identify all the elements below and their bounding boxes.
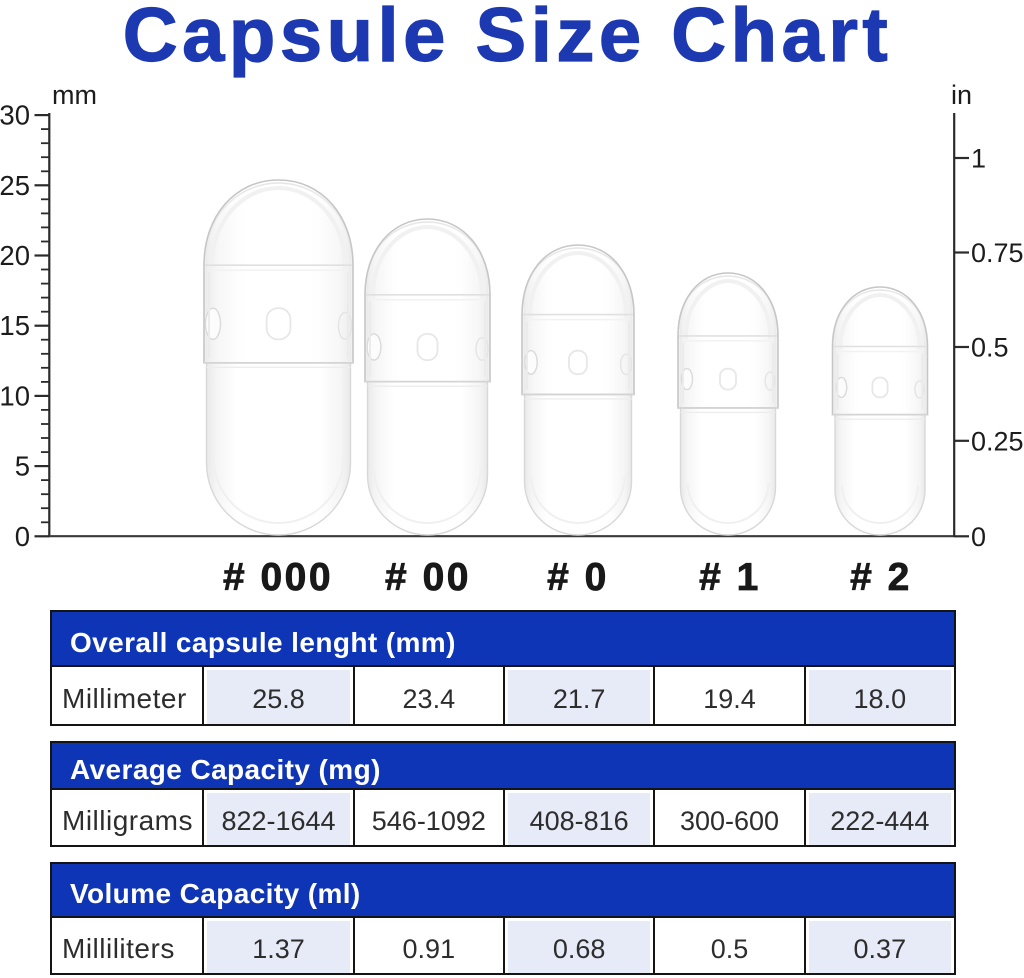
svg-text:0: 0 [15,521,30,552]
svg-text:10: 10 [0,380,30,411]
svg-text:0: 0 [971,522,986,552]
svg-text:5: 5 [15,451,30,482]
svg-text:30: 30 [0,100,30,131]
svg-text:in: in [951,80,972,110]
svg-text:mm: mm [52,80,97,110]
svg-text:25: 25 [0,170,30,201]
svg-text:0.25: 0.25 [971,426,1024,456]
svg-text:0.75: 0.75 [971,238,1024,268]
svg-text:1: 1 [971,144,986,174]
svg-text:20: 20 [0,240,30,271]
svg-text:0.5: 0.5 [971,333,1009,363]
svg-text:15: 15 [0,310,30,341]
